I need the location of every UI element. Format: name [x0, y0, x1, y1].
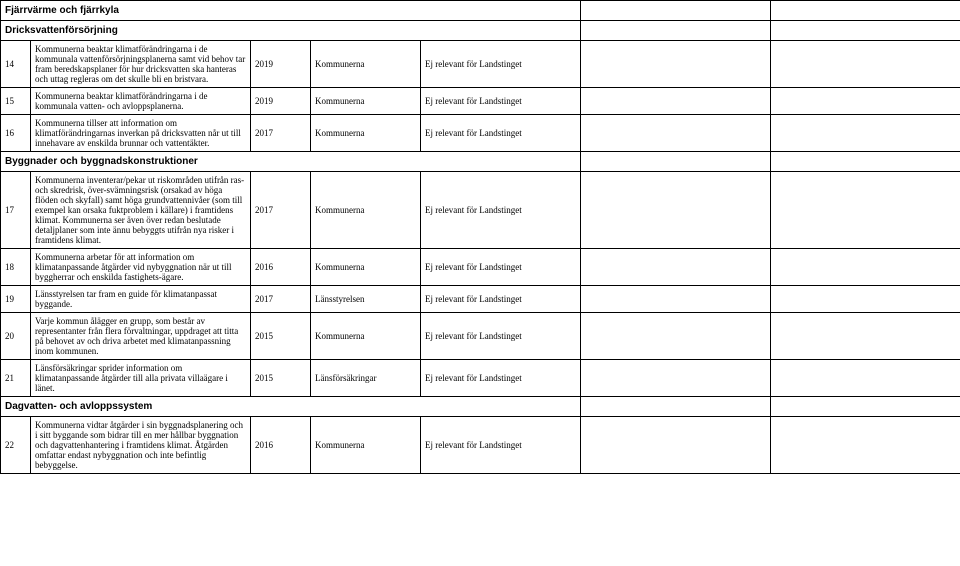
- row-relevance: Ej relevant för Landstinget: [421, 313, 581, 360]
- document-table: Fjärrvärme och fjärrkyla Dricksvattenför…: [0, 0, 960, 474]
- row-year: 2015: [251, 313, 311, 360]
- row-year: 2019: [251, 41, 311, 88]
- section-title: Byggnader och byggnadskonstruktioner: [1, 152, 581, 172]
- row-number: 14: [1, 41, 31, 88]
- row-description: Kommunerna vidtar åtgärder i sin byggnad…: [31, 417, 251, 474]
- section-header-fjarrvarme: Fjärrvärme och fjärrkyla: [1, 1, 960, 21]
- row-responsible: Kommunerna: [311, 41, 421, 88]
- empty-cell: [581, 172, 771, 249]
- section-title: Dagvatten- och avloppssystem: [1, 397, 581, 417]
- row-description: Kommunerna beaktar klimatförändringarna …: [31, 41, 251, 88]
- empty-cell: [771, 1, 960, 21]
- row-responsible: Kommunerna: [311, 172, 421, 249]
- row-description: Kommunerna tillser att information om kl…: [31, 115, 251, 152]
- row-number: 19: [1, 286, 31, 313]
- row-responsible: Kommunerna: [311, 88, 421, 115]
- section-header-dagvatten: Dagvatten- och avloppssystem: [1, 397, 960, 417]
- empty-cell: [771, 21, 960, 41]
- row-description: Kommunerna beaktar klimatförändringarna …: [31, 88, 251, 115]
- table-row: 21 Länsförsäkringar sprider information …: [1, 360, 960, 397]
- row-number: 15: [1, 88, 31, 115]
- section-title: Dricksvattenförsörjning: [1, 21, 581, 41]
- empty-cell: [581, 88, 771, 115]
- row-relevance: Ej relevant för Landstinget: [421, 417, 581, 474]
- row-number: 16: [1, 115, 31, 152]
- table-row: 14 Kommunerna beaktar klimatförändringar…: [1, 41, 960, 88]
- section-header-byggnader: Byggnader och byggnadskonstruktioner: [1, 152, 960, 172]
- empty-cell: [581, 249, 771, 286]
- section-header-dricksvatten: Dricksvattenförsörjning: [1, 21, 960, 41]
- section-title: Fjärrvärme och fjärrkyla: [1, 1, 581, 21]
- row-year: 2017: [251, 286, 311, 313]
- empty-cell: [771, 249, 960, 286]
- row-responsible: Kommunerna: [311, 313, 421, 360]
- empty-cell: [771, 41, 960, 88]
- table-row: 22 Kommunerna vidtar åtgärder i sin bygg…: [1, 417, 960, 474]
- empty-cell: [581, 115, 771, 152]
- row-year: 2016: [251, 249, 311, 286]
- row-number: 21: [1, 360, 31, 397]
- empty-cell: [581, 313, 771, 360]
- empty-cell: [771, 172, 960, 249]
- empty-cell: [581, 417, 771, 474]
- table-row: 16 Kommunerna tillser att information om…: [1, 115, 960, 152]
- empty-cell: [771, 115, 960, 152]
- row-responsible: Länsförsäkringar: [311, 360, 421, 397]
- row-responsible: Kommunerna: [311, 417, 421, 474]
- row-number: 22: [1, 417, 31, 474]
- row-responsible: Länsstyrelsen: [311, 286, 421, 313]
- row-relevance: Ej relevant för Landstinget: [421, 41, 581, 88]
- row-relevance: Ej relevant för Landstinget: [421, 172, 581, 249]
- row-year: 2019: [251, 88, 311, 115]
- table-row: 15 Kommunerna beaktar klimatförändringar…: [1, 88, 960, 115]
- row-relevance: Ej relevant för Landstinget: [421, 286, 581, 313]
- table-row: 18 Kommunerna arbetar för att informatio…: [1, 249, 960, 286]
- row-responsible: Kommunerna: [311, 249, 421, 286]
- empty-cell: [771, 88, 960, 115]
- row-description: Varje kommun ålägger en grupp, som bestå…: [31, 313, 251, 360]
- row-description: Länsförsäkringar sprider information om …: [31, 360, 251, 397]
- row-number: 20: [1, 313, 31, 360]
- row-year: 2016: [251, 417, 311, 474]
- empty-cell: [771, 313, 960, 360]
- row-number: 18: [1, 249, 31, 286]
- empty-cell: [581, 41, 771, 88]
- empty-cell: [771, 397, 960, 417]
- row-description: Länsstyrelsen tar fram en guide för klim…: [31, 286, 251, 313]
- empty-cell: [581, 286, 771, 313]
- table-row: 19 Länsstyrelsen tar fram en guide för k…: [1, 286, 960, 313]
- row-year: 2017: [251, 115, 311, 152]
- row-year: 2017: [251, 172, 311, 249]
- row-year: 2015: [251, 360, 311, 397]
- table-row: 17 Kommunerna inventerar/pekar ut riskom…: [1, 172, 960, 249]
- row-number: 17: [1, 172, 31, 249]
- row-relevance: Ej relevant för Landstinget: [421, 115, 581, 152]
- row-responsible: Kommunerna: [311, 115, 421, 152]
- row-description: Kommunerna inventerar/pekar ut riskområd…: [31, 172, 251, 249]
- empty-cell: [771, 360, 960, 397]
- row-relevance: Ej relevant för Landstinget: [421, 360, 581, 397]
- row-description: Kommunerna arbetar för att information o…: [31, 249, 251, 286]
- empty-cell: [581, 360, 771, 397]
- row-relevance: Ej relevant för Landstinget: [421, 249, 581, 286]
- empty-cell: [771, 417, 960, 474]
- empty-cell: [581, 152, 771, 172]
- empty-cell: [581, 1, 771, 21]
- row-relevance: Ej relevant för Landstinget: [421, 88, 581, 115]
- empty-cell: [771, 152, 960, 172]
- empty-cell: [581, 21, 771, 41]
- empty-cell: [581, 397, 771, 417]
- empty-cell: [771, 286, 960, 313]
- table-row: 20 Varje kommun ålägger en grupp, som be…: [1, 313, 960, 360]
